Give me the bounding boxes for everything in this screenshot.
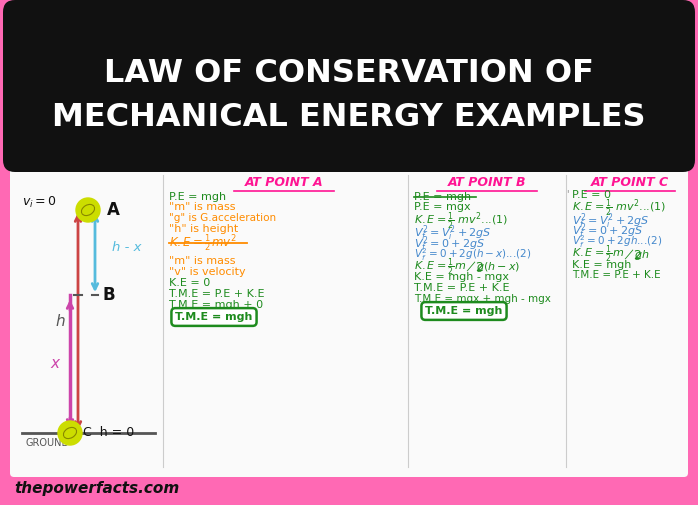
Text: "m" is mass: "m" is mass: [169, 203, 235, 213]
Text: thepowerfacts.com: thepowerfacts.com: [14, 480, 179, 495]
Text: $V_f^2 = V_i^2 + 2gS$: $V_f^2 = V_i^2 + 2gS$: [572, 211, 649, 231]
Text: $K.E = \frac{1}{2}m$: $K.E = \frac{1}{2}m$: [572, 244, 624, 265]
FancyBboxPatch shape: [3, 0, 695, 172]
Text: $K.E = \frac{1}{2}\ mv^2$...(1): $K.E = \frac{1}{2}\ mv^2$...(1): [414, 210, 508, 232]
Circle shape: [76, 198, 100, 222]
Text: $K.E = \frac{1}{2}\ mv^2$...(1): $K.E = \frac{1}{2}\ mv^2$...(1): [572, 198, 667, 219]
Text: P.E = mgx: P.E = mgx: [414, 203, 470, 213]
FancyBboxPatch shape: [10, 167, 688, 477]
Text: $V_f^2 = 0 + 2g(h - x)$...(2): $V_f^2 = 0 + 2g(h - x)$...(2): [414, 246, 531, 263]
Text: $gh$: $gh$: [634, 247, 649, 262]
Text: $V_f^2 = 0 + 2gh$...(2): $V_f^2 = 0 + 2gh$...(2): [572, 234, 662, 250]
Text: "g" is G.acceleration: "g" is G.acceleration: [169, 213, 276, 223]
Text: AT POINT B: AT POINT B: [447, 177, 526, 189]
Text: $K.E = \frac{1}{2}m$: $K.E = \frac{1}{2}m$: [414, 256, 466, 278]
Text: h - x: h - x: [112, 241, 142, 254]
Text: LAW OF CONSERVATION OF: LAW OF CONSERVATION OF: [104, 58, 594, 88]
Text: AT POINT A: AT POINT A: [245, 177, 323, 189]
Circle shape: [58, 421, 82, 445]
Text: $\not{2}$: $\not{2}$: [624, 247, 642, 262]
Text: T.M.E = P.E + K.E: T.M.E = P.E + K.E: [414, 283, 510, 293]
Text: ': ': [566, 189, 568, 199]
Text: GROUND: GROUND: [25, 438, 69, 448]
Text: B: B: [103, 286, 116, 304]
Text: A: A: [107, 201, 120, 219]
Text: "v" is velocity: "v" is velocity: [169, 267, 246, 277]
Text: $g(h - x)$: $g(h - x)$: [476, 260, 520, 274]
Text: T.M.E = P.E + K.E: T.M.E = P.E + K.E: [169, 289, 265, 299]
Text: "h" is height: "h" is height: [169, 224, 238, 233]
Text: $v_i = 0$: $v_i = 0$: [22, 194, 57, 210]
Text: MECHANICAL ENERGY EXAMPLES: MECHANICAL ENERGY EXAMPLES: [52, 102, 646, 132]
Text: x: x: [50, 357, 59, 372]
Text: T.M.E = mgh: T.M.E = mgh: [425, 306, 503, 316]
Text: K.E = mgh - mgx: K.E = mgh - mgx: [414, 273, 509, 282]
Text: C  h = 0: C h = 0: [83, 427, 134, 439]
Text: T.M.E = mgh + 0: T.M.E = mgh + 0: [169, 299, 263, 310]
Text: $V_f^2 = 0 + 2gS$: $V_f^2 = 0 + 2gS$: [414, 234, 485, 254]
Text: K.E = 0: K.E = 0: [169, 278, 210, 288]
Text: AT POINT C: AT POINT C: [591, 177, 669, 189]
Text: $V_f^2 = V_i^2 + 2gS$: $V_f^2 = V_i^2 + 2gS$: [414, 224, 491, 243]
Text: P.E = mgh: P.E = mgh: [169, 192, 226, 202]
Text: $K.E = \frac{1}{2}mv^2$: $K.E = \frac{1}{2}mv^2$: [169, 232, 237, 254]
Text: P.E = mgh: P.E = mgh: [414, 192, 471, 202]
Text: "m" is mass: "m" is mass: [169, 257, 235, 267]
Text: T.M.E = P.E + K.E: T.M.E = P.E + K.E: [572, 271, 660, 280]
Text: K.E = mgh: K.E = mgh: [572, 260, 632, 270]
Text: T.M.E = mgx + mgh - mgx: T.M.E = mgx + mgh - mgx: [414, 293, 551, 304]
Text: P.E = 0: P.E = 0: [572, 190, 611, 200]
Text: $V_f^2 = 0 + 2gS$: $V_f^2 = 0 + 2gS$: [572, 222, 643, 241]
Text: $\not{2}$: $\not{2}$: [466, 260, 484, 274]
Text: h: h: [55, 314, 65, 329]
Text: T.M.E = mgh: T.M.E = mgh: [175, 312, 253, 322]
